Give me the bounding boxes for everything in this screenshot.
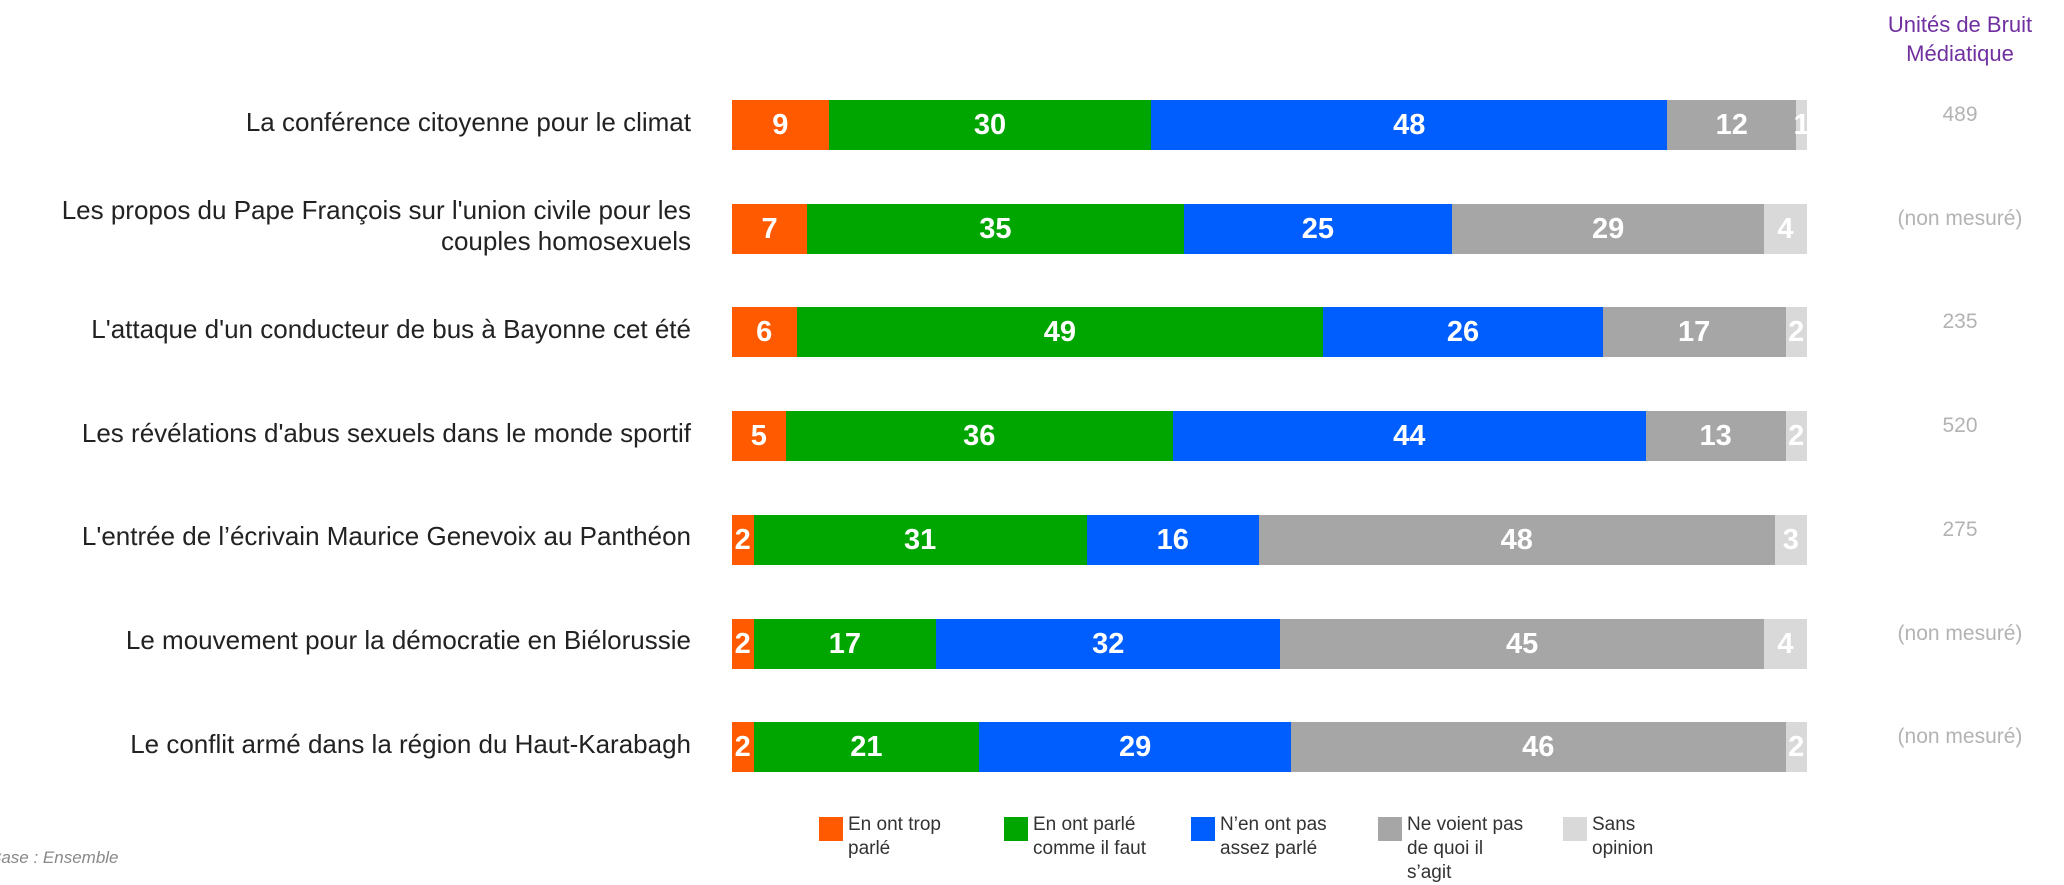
legend-swatch <box>1563 817 1587 841</box>
bar-segment <box>828 100 1152 150</box>
media-units-value: 520 <box>1942 414 1978 438</box>
bar-segment <box>1258 514 1775 565</box>
bar-segment <box>732 618 754 669</box>
category-label: Le mouvement pour la démocratie en Biélo… <box>125 625 691 655</box>
bar-segment <box>732 411 786 462</box>
media-units-value: (non mesuré) <box>1897 206 2023 230</box>
value-label: 45 <box>1505 627 1539 660</box>
value-label: 6 <box>756 316 773 349</box>
value-label: 36 <box>963 420 996 453</box>
bar-segment <box>785 411 1173 462</box>
bar-segment <box>1452 203 1764 254</box>
value-label: 2 <box>1788 731 1805 764</box>
value-label: 17 <box>1677 316 1711 349</box>
bar-segment <box>732 307 797 358</box>
value-label: 32 <box>1092 627 1125 660</box>
media-units-title: Unités de Bruit Médiatique <box>1887 12 2033 66</box>
value-label: 31 <box>903 523 937 556</box>
value-label: 35 <box>979 212 1012 245</box>
bar-segment <box>1280 618 1764 669</box>
value-label: 30 <box>973 109 1007 141</box>
bar-segment <box>807 203 1184 254</box>
legend-label: En ont trop parlé <box>848 814 941 859</box>
category-label: L'attaque d'un conducteur de bus à Bayon… <box>91 313 691 344</box>
value-label: 16 <box>1156 523 1189 556</box>
media-units-value: 275 <box>1942 517 1978 541</box>
bar-segment <box>1291 722 1786 773</box>
legend-swatch <box>1378 817 1402 841</box>
value-label: 12 <box>1715 109 1748 141</box>
bar-segment <box>1645 411 1786 462</box>
bar-segment <box>796 307 1324 358</box>
footnote: Base : Ensemble <box>0 848 119 867</box>
value-label: 2 <box>734 523 751 556</box>
value-label: 4 <box>1777 627 1794 660</box>
legend-label: En ont parlé comme il faut <box>1033 814 1146 859</box>
bar-segment <box>1151 100 1668 150</box>
legend-label: N’en ont pas assez parlé <box>1220 814 1327 859</box>
value-label: 29 <box>1118 731 1152 764</box>
bar-segment <box>979 722 1291 773</box>
bar-segment <box>1785 307 1807 358</box>
media-units-value: (non mesuré) <box>1897 621 2023 645</box>
bar-segment <box>936 618 1281 669</box>
value-label: 21 <box>850 731 883 764</box>
legend-label: Ne voient pas de quoi il s’agit <box>1407 814 1524 883</box>
bar-segment <box>1323 307 1603 358</box>
bar-segment <box>732 514 754 565</box>
page: Unités de Bruit Médiatique Base : Ensemb… <box>0 12 2033 883</box>
value-label: 44 <box>1393 420 1426 453</box>
bar-segment <box>732 722 754 773</box>
bar-segment <box>753 514 1087 565</box>
legend-swatch <box>1191 817 1215 841</box>
bar-segment <box>1086 514 1259 565</box>
bar-segment <box>732 203 808 254</box>
value-label: 17 <box>828 627 861 660</box>
legend-swatch <box>1004 817 1028 841</box>
value-label: 7 <box>761 212 778 245</box>
value-label: 26 <box>1446 316 1480 349</box>
value-label: 4 <box>1777 212 1794 245</box>
value-label: 29 <box>1591 212 1625 245</box>
category-label: Le conflit armé dans la région du Haut-K… <box>130 728 691 759</box>
value-label: 2 <box>1788 420 1805 453</box>
value-label: 25 <box>1301 212 1334 245</box>
bar-segment <box>1785 722 1807 773</box>
value-label: 2 <box>1788 316 1805 349</box>
legend-label: Sans opinion <box>1592 814 1654 859</box>
category-label: Les révélations d'abus sexuels dans le m… <box>81 417 691 448</box>
bar-segment <box>1764 618 1807 669</box>
category-label: La conférence citoyenne pour le climat <box>245 106 691 137</box>
value-label: 13 <box>1699 420 1732 453</box>
value-label: 49 <box>1043 316 1076 349</box>
value-label: 9 <box>772 109 789 141</box>
category-label: L'entrée de l’écrivain Maurice Genevoix … <box>81 521 691 552</box>
media-units-value: 235 <box>1942 310 1978 334</box>
bar-segment <box>1774 514 1807 565</box>
chart: Unités de Bruit Médiatique Base : Ensemb… <box>0 12 2033 883</box>
bar-segment <box>1796 100 1807 150</box>
bar-segment <box>732 100 829 150</box>
bar-segment <box>753 618 937 669</box>
legend-swatch <box>819 817 843 841</box>
value-label: 48 <box>1393 109 1426 141</box>
bar-segment <box>1183 203 1453 254</box>
media-units-value: 489 <box>1942 103 1978 126</box>
value-label: 1 <box>1793 109 1810 141</box>
value-label: 46 <box>1522 731 1555 764</box>
category-label: Les propos du Pape François sur l'union … <box>61 194 691 256</box>
bar-segment <box>753 722 980 773</box>
value-label: 2 <box>734 731 751 764</box>
bar-segment <box>1602 307 1786 358</box>
value-label: 5 <box>750 420 767 453</box>
value-label: 48 <box>1500 523 1533 556</box>
value-label: 3 <box>1782 523 1799 556</box>
bar-segment <box>1764 203 1807 254</box>
bar-segment <box>1785 411 1807 462</box>
value-label: 2 <box>734 627 751 660</box>
media-units-value: (non mesuré) <box>1897 725 2023 749</box>
bar-segment <box>1667 100 1797 150</box>
bar-segment <box>1172 411 1646 462</box>
